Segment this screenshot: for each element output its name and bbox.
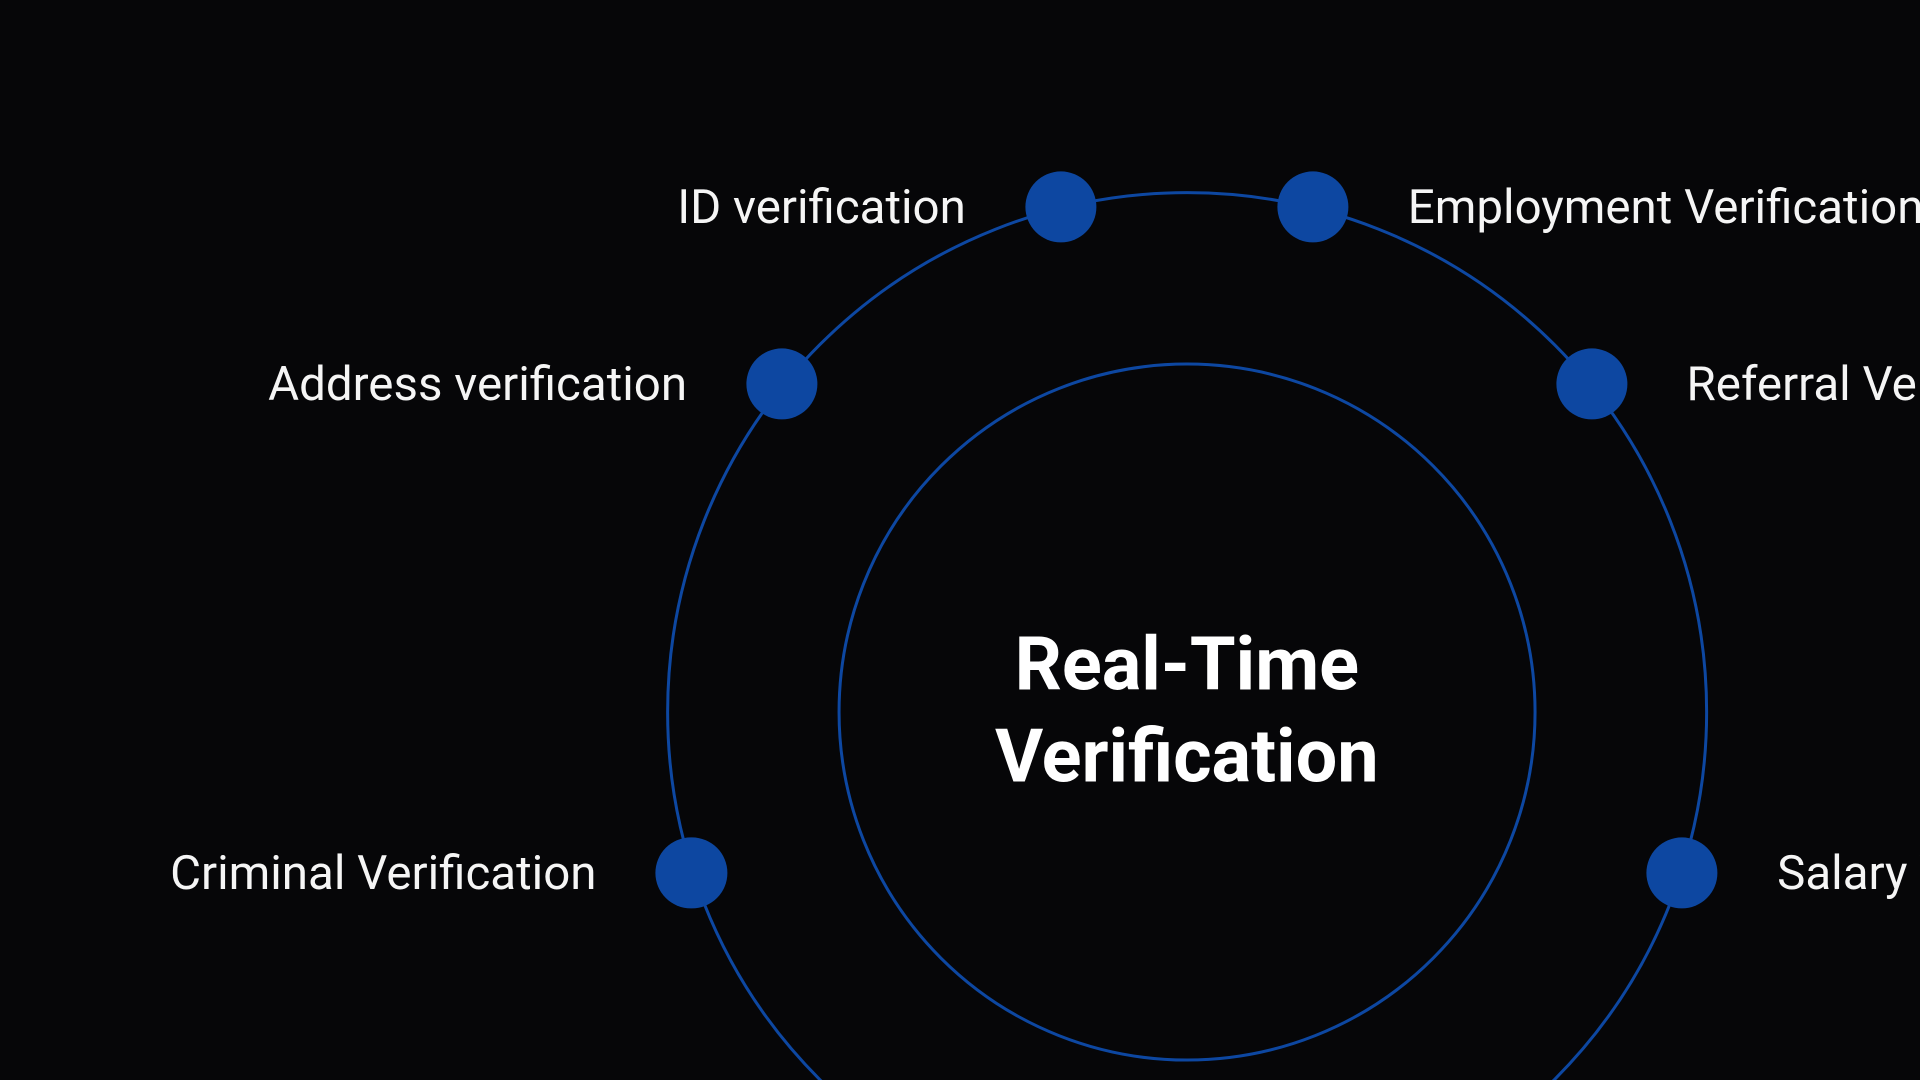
node-label: Address verification [268, 356, 687, 412]
node-label: ID verification [677, 179, 966, 235]
center-title-line1: Real-Time [995, 620, 1379, 712]
node-label: Criminal Verification [170, 845, 596, 901]
node-dot [1556, 349, 1627, 420]
node-dot [1025, 171, 1096, 242]
node-label: Salary Verification [1777, 845, 1920, 901]
node-label: Referral Verification [1687, 356, 1920, 412]
node-dot [1277, 171, 1348, 242]
diagram-stage: Real-Time Verification ID verification Em… [0, 0, 1920, 1080]
center-title-line2: Verification [995, 712, 1379, 804]
node-dot [1647, 837, 1718, 908]
center-title: Real-Time Verification [995, 620, 1379, 805]
node-dot [656, 837, 727, 908]
node-label: Employment Verification [1408, 179, 1920, 235]
node-dot [746, 349, 817, 420]
